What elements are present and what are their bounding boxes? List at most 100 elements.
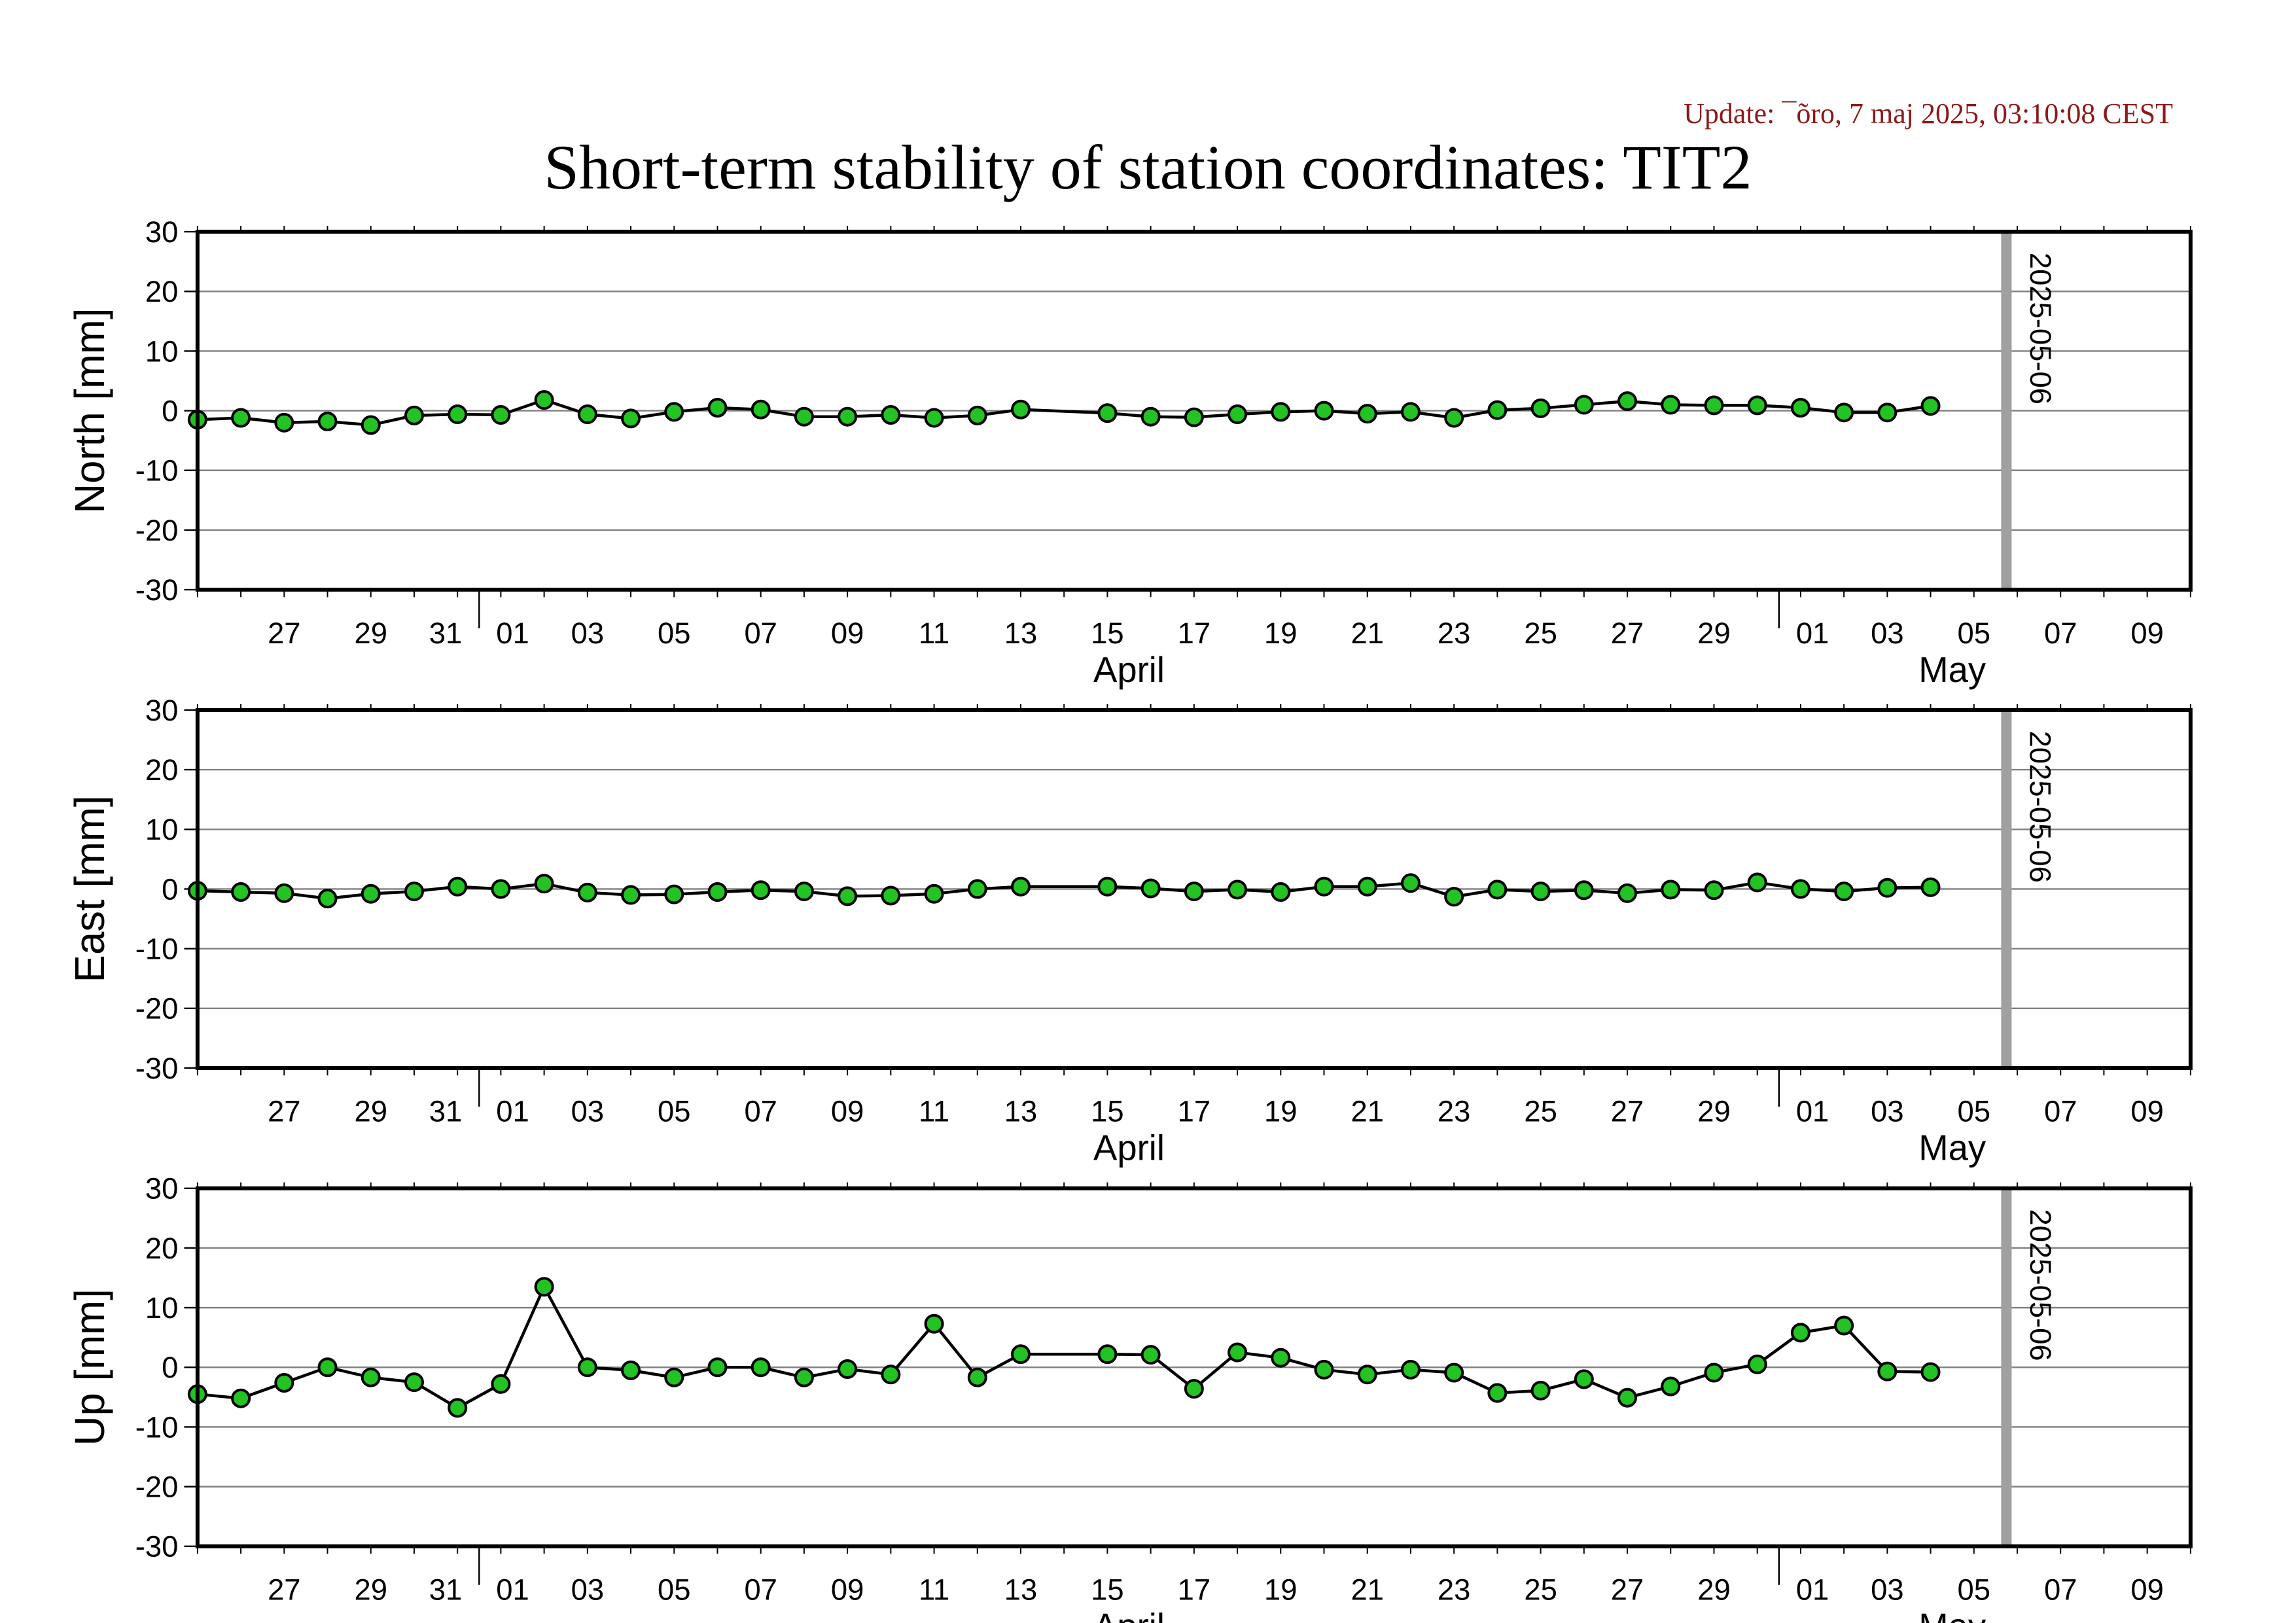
data-point (1400, 402, 1421, 422)
x-tick-label: 11 (919, 1095, 949, 1128)
data-point (317, 411, 338, 431)
data-point (924, 408, 944, 428)
x-tick-label: 27 (1611, 1573, 1644, 1606)
data-point (967, 405, 987, 425)
x-tick-label: 09 (2130, 1095, 2163, 1128)
x-tick-label: 03 (1871, 1573, 1903, 1606)
data-point (274, 1372, 294, 1393)
x-tick-label: 13 (1004, 1095, 1037, 1128)
x-tick-label: 19 (1264, 1095, 1297, 1128)
data-point (1400, 1359, 1421, 1380)
x-tick-label: 07 (2044, 1573, 2077, 1606)
data-point (1227, 880, 1248, 900)
data-point (1574, 1369, 1594, 1389)
x-tick-label: 25 (1524, 616, 1557, 650)
data-point (448, 876, 468, 897)
month-label-may: May (1918, 1607, 1987, 1623)
data-point (274, 412, 294, 433)
y-tick-label: -20 (135, 1471, 179, 1504)
data-point (1314, 401, 1334, 421)
data-point (1747, 872, 1767, 893)
data-point (838, 886, 858, 906)
x-tick-label: 15 (1091, 616, 1123, 650)
data-point (1530, 1380, 1551, 1400)
data-point (1790, 1323, 1810, 1343)
x-tick-label: 11 (919, 1573, 949, 1606)
y-tick-label: 20 (145, 753, 178, 787)
x-tick-label: 05 (1958, 1095, 1990, 1128)
x-tick-label: 05 (658, 1095, 690, 1128)
data-point (881, 885, 901, 906)
x-tick-label: 07 (2044, 1095, 2077, 1128)
data-point (1617, 1387, 1638, 1408)
data-point (881, 404, 901, 425)
x-tick-label: 09 (831, 1573, 864, 1606)
plot-frame (195, 1186, 2193, 1548)
data-point (1487, 400, 1508, 420)
x-tick-label: 07 (744, 1095, 777, 1128)
data-point (924, 883, 944, 904)
data-point (1920, 877, 1941, 897)
data-point (317, 889, 338, 909)
data-point (707, 882, 728, 902)
x-tick-label: 21 (1351, 1095, 1383, 1128)
plot-frame (195, 230, 2193, 592)
x-tick-label: 31 (429, 1573, 462, 1606)
data-point (1314, 1359, 1334, 1380)
x-tick-label: 07 (744, 616, 777, 650)
data-point (794, 1367, 814, 1387)
month-label-april: April (1093, 1128, 1165, 1168)
data-point (361, 415, 381, 435)
series-line (197, 1283, 1931, 1410)
data-point (1877, 402, 1898, 423)
x-tick-label: 01 (1796, 1095, 1829, 1128)
x-tick-label: 23 (1438, 1573, 1470, 1606)
data-point (1574, 395, 1594, 415)
y-tick-label: -30 (135, 1052, 179, 1085)
data-point (621, 1360, 641, 1380)
x-tick-label: 07 (2044, 616, 2077, 650)
month-label-may: May (1918, 1128, 1987, 1168)
x-tick-label: 01 (496, 1573, 529, 1606)
data-point (1097, 403, 1118, 423)
reference-date-label: 2025-05-06 (2024, 731, 2057, 883)
x-tick-label: 01 (1796, 1573, 1829, 1606)
data-point (1357, 1364, 1377, 1385)
x-tick-label: 01 (496, 1095, 529, 1128)
x-tick-label: 27 (268, 1573, 300, 1606)
data-point (1400, 873, 1421, 893)
data-point (751, 880, 771, 901)
data-point (404, 882, 424, 902)
data-point (1530, 398, 1551, 418)
x-tick-label: 05 (658, 616, 690, 650)
update-timestamp: Update: ¯õro, 7 maj 2025, 03:10:08 CEST (1684, 98, 2173, 130)
x-tick-label: 01 (1796, 616, 1829, 650)
data-point (1271, 1347, 1291, 1368)
data-point (1487, 1383, 1508, 1403)
data-point (1877, 1361, 1898, 1382)
data-point (1357, 404, 1377, 424)
y-tick-label: 0 (162, 1351, 178, 1384)
x-tick-label: 07 (744, 1573, 777, 1606)
month-label-may: May (1918, 650, 1987, 690)
x-tick-label: 11 (919, 616, 949, 650)
y-tick-label: -20 (135, 992, 179, 1026)
data-point (1140, 878, 1161, 899)
data-point (491, 404, 511, 425)
data-point (1357, 876, 1377, 897)
data-point (1617, 391, 1638, 411)
data-point (534, 874, 554, 894)
data-point (881, 1364, 901, 1385)
x-tick-label: 23 (1438, 1095, 1470, 1128)
data-point (1271, 882, 1291, 902)
data-point (924, 1313, 944, 1334)
data-point (1920, 396, 1941, 416)
data-point (838, 406, 858, 427)
x-tick-label: 15 (1091, 1573, 1123, 1606)
x-tick-label: 19 (1264, 616, 1297, 650)
data-point (1097, 1344, 1118, 1364)
x-tick-label: 29 (354, 1095, 387, 1128)
y-tick-label: -30 (135, 1530, 179, 1563)
